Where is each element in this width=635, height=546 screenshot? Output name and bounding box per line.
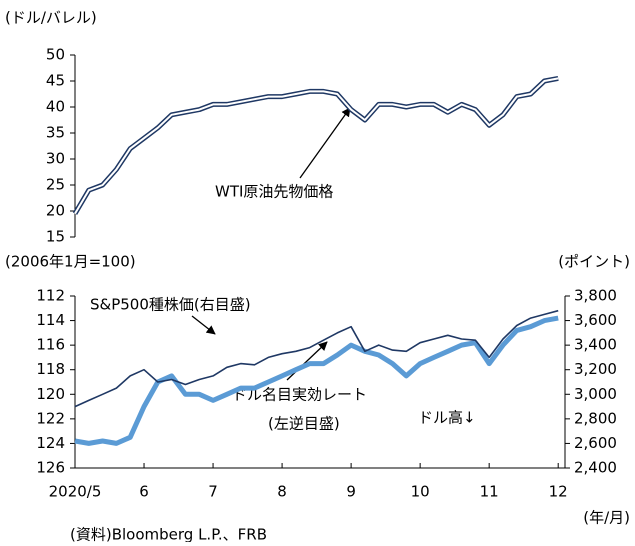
- line: [74, 309, 559, 408]
- x-tick-label: 12: [549, 483, 568, 501]
- y-tick-label: 20: [46, 202, 65, 220]
- y-axis-label: (ドル/バレル): [5, 9, 97, 27]
- y-axis-label: (2006年1月=100): [5, 253, 136, 271]
- y-tick-label: 25: [46, 176, 65, 194]
- y2-tick-label: 3,200: [574, 360, 617, 378]
- x-tick-label: 7: [208, 483, 218, 501]
- arrow: [191, 315, 216, 335]
- y-tick-label: 45: [46, 72, 65, 90]
- y-tick-label: 114: [36, 311, 65, 329]
- y-tick-label: 50: [46, 46, 65, 64]
- y2-axis-label: (ポイント): [558, 253, 630, 271]
- y2-tick-label: 3,600: [574, 311, 617, 329]
- y-tick-label: 126: [36, 459, 65, 477]
- y-tick-label: 122: [36, 409, 65, 427]
- arrow: [299, 107, 351, 179]
- x-axis-label: (年/月): [583, 509, 630, 527]
- y-tick-label: 112: [36, 287, 65, 305]
- y2-tick-label: 2,400: [574, 459, 617, 477]
- y2-tick-label: 2,800: [574, 409, 617, 427]
- arrow: [286, 341, 328, 381]
- y-tick-label: 124: [36, 434, 65, 452]
- y-tick-label: 40: [46, 98, 65, 116]
- y2-tick-label: 3,400: [574, 336, 617, 354]
- source: (資料)Bloomberg L.P.、FRB: [70, 526, 267, 543]
- line: [74, 315, 559, 446]
- x-tick-label: 9: [346, 483, 356, 501]
- y-tick-label: 120: [36, 385, 65, 403]
- annotation: ドル名目実効レート: [232, 386, 367, 404]
- x-tick-label: 2020/5: [49, 483, 102, 501]
- annotation: S&P500種株価(右目盛): [90, 296, 251, 314]
- y2-tick-label: 3,000: [574, 385, 617, 403]
- x-tick-label: 6: [139, 483, 149, 501]
- y-tick-label: 30: [46, 150, 65, 168]
- annotation: WTI原油先物価格: [215, 183, 333, 201]
- annotation: ドル高↓: [418, 409, 476, 427]
- line-inner: [74, 77, 559, 215]
- y-tick-label: 118: [36, 360, 65, 378]
- x-tick-label: 8: [277, 483, 287, 501]
- y2-tick-label: 2,600: [574, 434, 617, 452]
- x-tick-label: 10: [411, 483, 430, 501]
- annotation: (左逆目盛): [268, 415, 340, 433]
- y2-tick-label: 3,800: [574, 287, 617, 305]
- x-tick-label: 11: [480, 483, 499, 501]
- y-tick-label: 15: [46, 228, 65, 246]
- y-tick-label: 116: [36, 336, 65, 354]
- y-tick-label: 35: [46, 124, 65, 142]
